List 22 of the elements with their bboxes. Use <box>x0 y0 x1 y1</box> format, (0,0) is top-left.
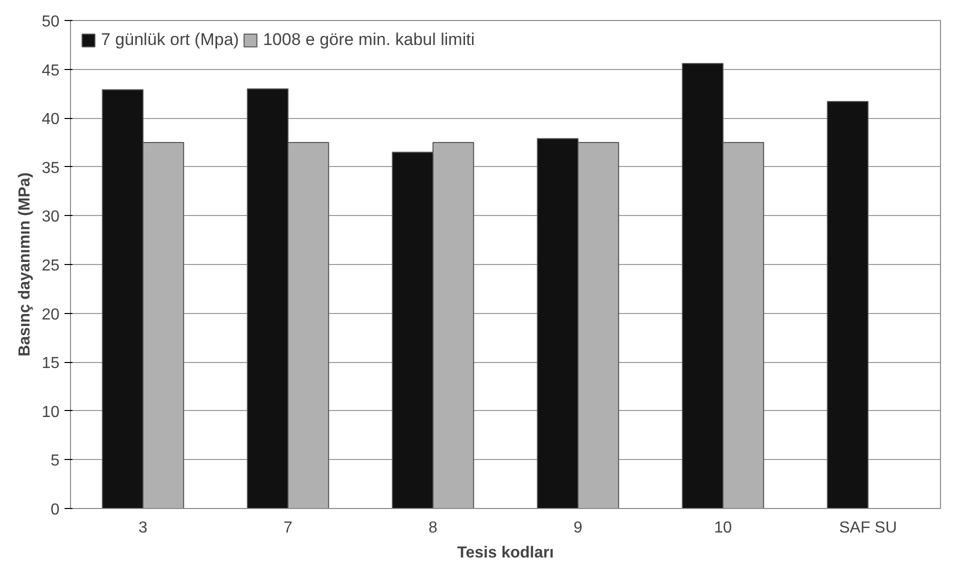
y-tick-label: 5 <box>50 452 60 470</box>
legend-label: 7 günlük ort (Mpa) <box>101 30 239 50</box>
y-tick-label: 15 <box>42 355 60 372</box>
y-tick-label: 35 <box>42 160 60 177</box>
y-tick-label: 40 <box>42 111 60 128</box>
y-tick-label: 20 <box>42 306 60 324</box>
legend-label: 1008 e göre min. kabul limiti <box>262 30 475 50</box>
y-axis-title: Basınç dayanımın (MPa) <box>16 172 34 357</box>
x-axis-title: Tesis kodları <box>457 544 554 562</box>
x-tick-label: 10 <box>714 520 732 536</box>
y-tick-label: 45 <box>42 62 60 80</box>
x-tick-label: 9 <box>574 520 583 536</box>
x-tick-label: SAF SU <box>839 520 897 536</box>
y-tick-label: 0 <box>50 502 60 518</box>
y-tick-label: 25 <box>42 258 60 274</box>
x-tick-label: 7 <box>284 520 293 536</box>
x-tick-label: 8 <box>428 520 438 536</box>
y-tick-label: 50 <box>42 14 60 30</box>
x-tick-label: 3 <box>138 520 148 536</box>
y-tick-label: 30 <box>42 208 60 226</box>
bar <box>826 101 868 508</box>
y-tick-label: 10 <box>42 404 60 421</box>
